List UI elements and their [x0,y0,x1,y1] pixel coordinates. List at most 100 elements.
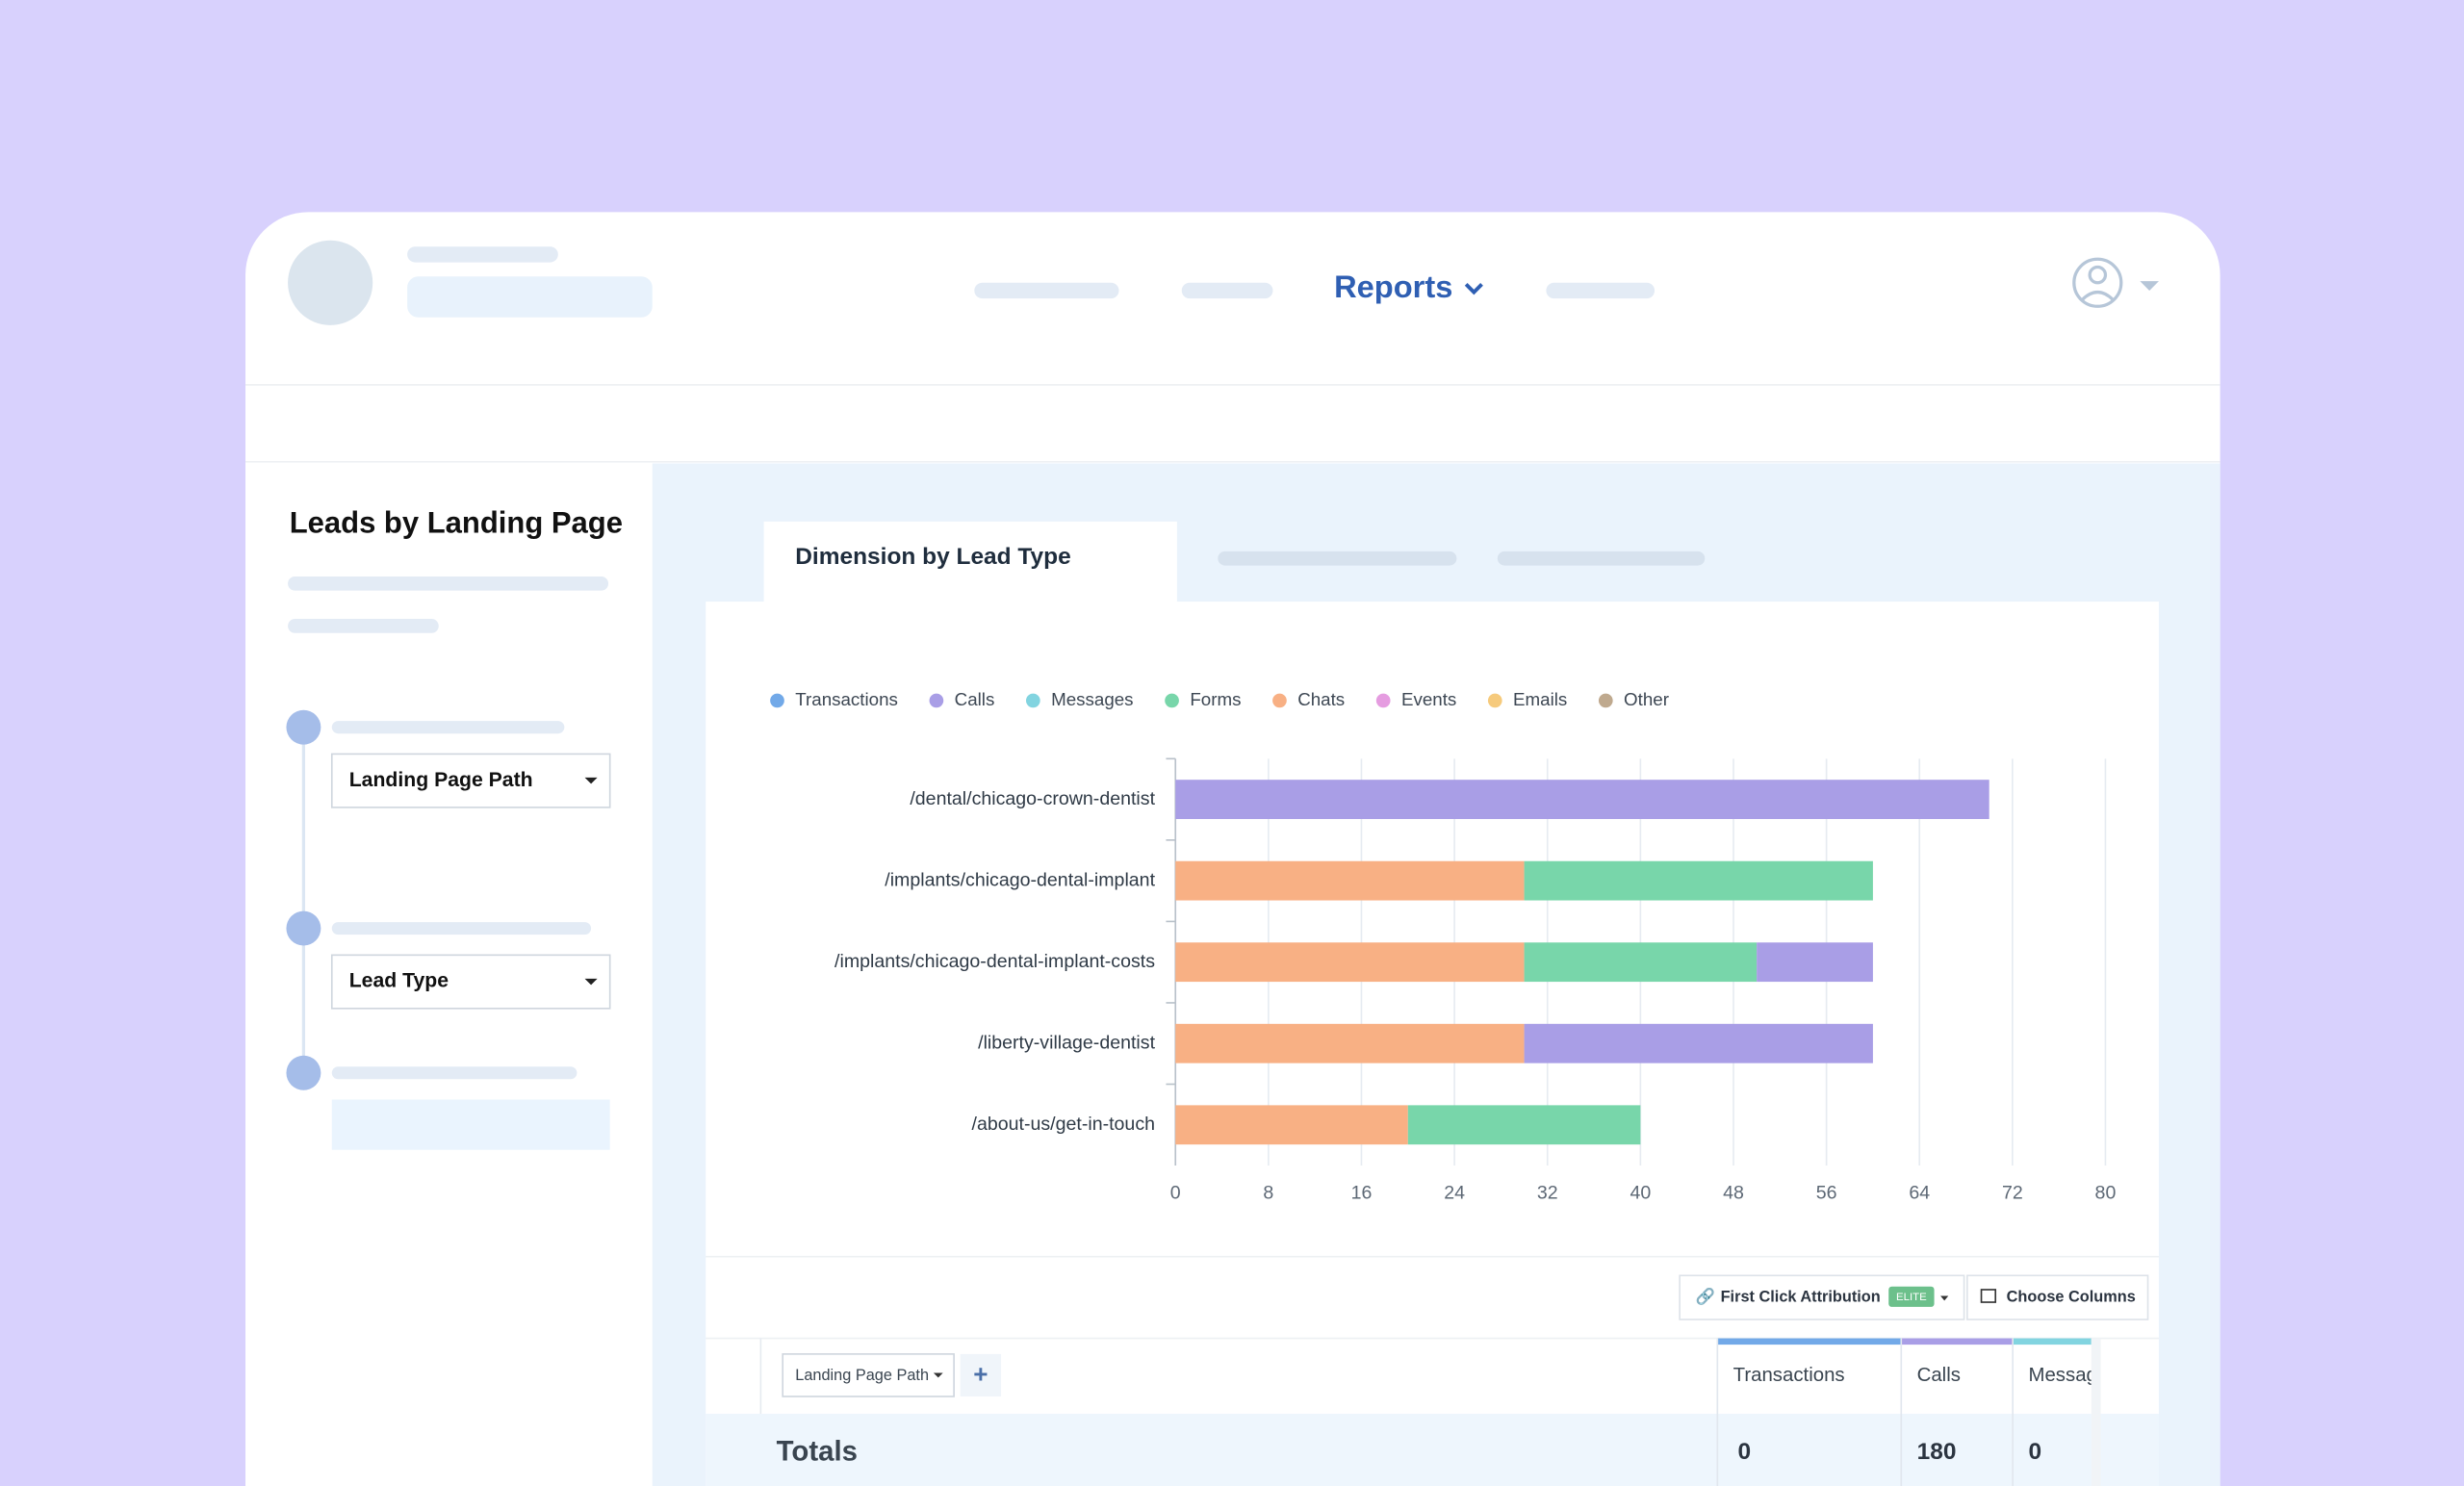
bar-segment [1175,1105,1408,1145]
dimension-select[interactable] [782,1353,955,1397]
legend-dot [1598,693,1613,708]
bar-segment [1524,1023,1873,1063]
column-accent [2013,1338,2092,1345]
tab-skeleton [1497,551,1706,566]
bar-segment [1757,942,1873,983]
legend-dot [1375,693,1391,708]
legend-dot [929,693,944,708]
nav-caret [1464,283,1483,295]
nav-skeleton [1546,282,1656,299]
nav-skeleton [1181,282,1273,299]
badge-label: ELITE [1896,1292,1927,1303]
columns-icon [1980,1289,1997,1303]
columns-label: Choose Columns [2007,1288,2136,1305]
step-dot [286,910,321,946]
user-menu[interactable] [2072,257,2123,308]
legend-dot [1025,693,1040,708]
select-caret [584,777,598,784]
bar-segment [1175,860,1525,901]
bar-segment [1175,942,1525,983]
x-tick-label: 40 [1630,1183,1651,1204]
legend-label: Messages [1051,689,1133,709]
legend-dot [1272,693,1287,708]
legend-dot [770,693,784,708]
attribution-label: First Click Attribution [1721,1288,1881,1305]
x-tick-label: 72 [2002,1183,2023,1204]
select-caret [584,978,598,986]
bar-segment [1524,942,1758,983]
legend-label: Chats [1297,689,1345,709]
tab-skeleton [1218,551,1457,566]
bar-segment [1524,860,1873,901]
select-value: Lead Type [349,970,449,992]
step-dot [286,709,321,745]
step-dot [286,1055,321,1090]
x-tick-label: 8 [1263,1183,1273,1204]
skeleton [407,276,653,318]
caret [933,1372,943,1378]
x-tick-label: 56 [1816,1183,1837,1204]
y-tick-label: /implants/chicago-dental-implant-costs [834,951,1155,972]
column-header[interactable]: Calls [1917,1365,1961,1386]
bar-segment [1175,1023,1525,1063]
column-accent [1901,1338,2014,1345]
tab-active[interactable] [763,521,1177,603]
legend-label: Transactions [795,689,898,709]
x-tick-label: 24 [1444,1183,1465,1204]
columns-button[interactable] [1966,1274,2149,1320]
total-cell: 0 [1738,1439,1752,1465]
caret [1940,1295,1949,1301]
skeleton [331,922,592,935]
placeholder [331,1099,610,1150]
legend-dot [1487,693,1502,708]
skeleton [331,1066,578,1080]
y-tick-label: /dental/chicago-crown-dentist [910,788,1155,809]
add-button[interactable] [960,1353,1002,1396]
logo [288,240,373,325]
x-tick-label: 32 [1537,1183,1558,1204]
add-label: + [973,1360,988,1389]
totals-row [706,1413,2159,1486]
nav-reports[interactable]: Reports [1334,269,1452,304]
x-tick-label: 0 [1170,1183,1181,1204]
dimension-label: Landing Page Path [795,1367,929,1384]
skeleton [288,576,609,591]
column-accent [1717,1338,1902,1345]
tab-label: Dimension by Lead Type [795,544,1070,570]
column-header[interactable]: Messages [2028,1365,2118,1386]
y-tick-label: /implants/chicago-dental-implant [885,869,1155,890]
badge [1888,1286,1935,1307]
link-icon: 🔗 [1695,1286,1714,1306]
select[interactable] [330,954,611,1010]
totals-label: Totals [777,1435,858,1467]
legend-label: Emails [1513,689,1567,709]
select-value: Landing Page Path [349,769,533,791]
select[interactable] [330,753,611,808]
skeleton [407,246,558,263]
legend-label: Other [1624,689,1669,709]
x-tick-label: 48 [1723,1183,1744,1204]
y-tick-label: /liberty-village-dentist [978,1032,1155,1053]
legend-label: Forms [1190,689,1241,709]
total-cell: 0 [2028,1439,2041,1465]
sidebar-title: Leads by Landing Page [290,505,623,539]
chart: 0 8 16 24 32 40 48 56 64 72 80 Transactions Calls Mes… [770,689,2116,1204]
nav-skeleton [974,282,1119,299]
total-cell: 180 [1917,1439,1957,1465]
bar-segment [1175,780,1989,819]
skeleton [331,721,565,734]
legend-dot [1165,693,1179,708]
legend-label: Calls [955,689,995,709]
skeleton [288,619,439,633]
y-tick-label: /about-us/get-in-touch [972,1114,1155,1135]
column-header[interactable]: Transactions [1733,1365,1845,1386]
legend-label: Events [1401,689,1456,709]
user-caret [2140,281,2159,291]
x-tick-label: 80 [2095,1183,2117,1204]
bar-segment [1407,1105,1641,1145]
x-tick-label: 16 [1351,1183,1373,1204]
x-tick-label: 64 [1909,1183,1930,1204]
scroll-shadow [2091,1338,2101,1486]
